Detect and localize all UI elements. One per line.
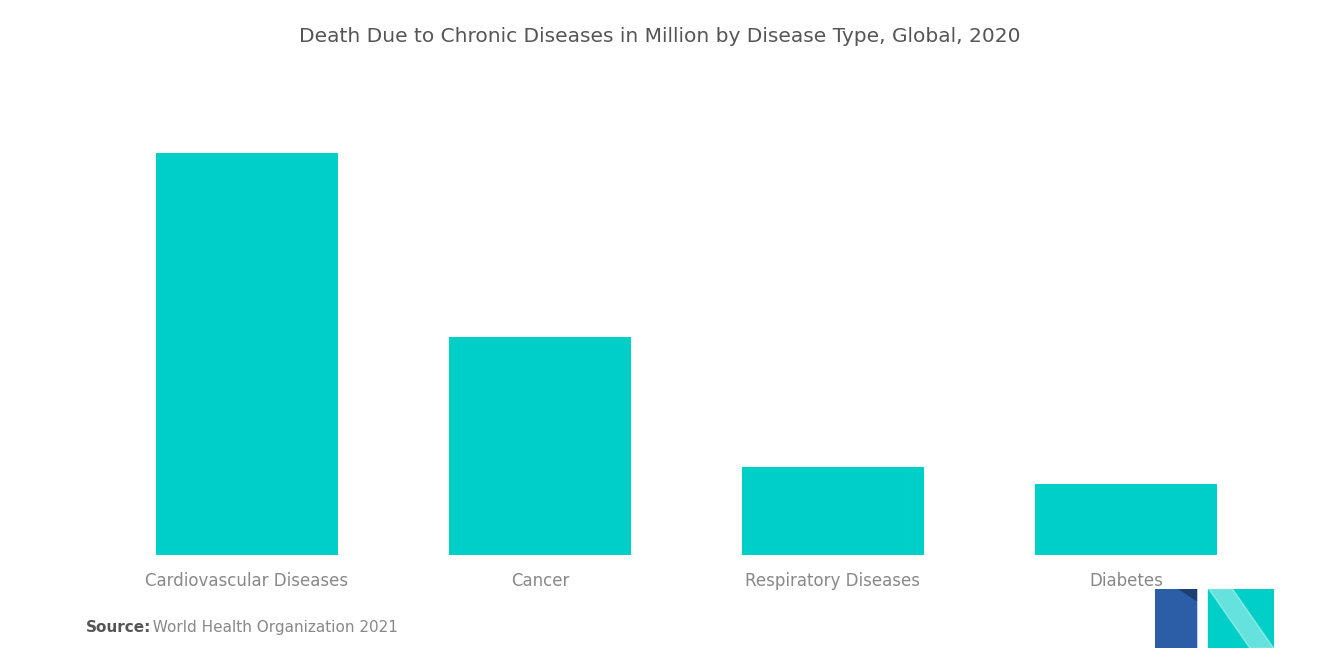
Text: World Health Organization 2021: World Health Organization 2021: [143, 620, 397, 635]
Text: Death Due to Chronic Diseases in Million by Disease Type, Global, 2020: Death Due to Chronic Diseases in Million…: [300, 27, 1020, 46]
Polygon shape: [1155, 589, 1196, 648]
Bar: [1035, 484, 1217, 555]
Bar: [742, 467, 924, 555]
Polygon shape: [1209, 589, 1274, 648]
Bar: [449, 337, 631, 555]
Polygon shape: [1209, 589, 1274, 648]
Bar: [156, 153, 338, 555]
Text: Source:: Source:: [86, 620, 152, 635]
Polygon shape: [1179, 589, 1196, 600]
